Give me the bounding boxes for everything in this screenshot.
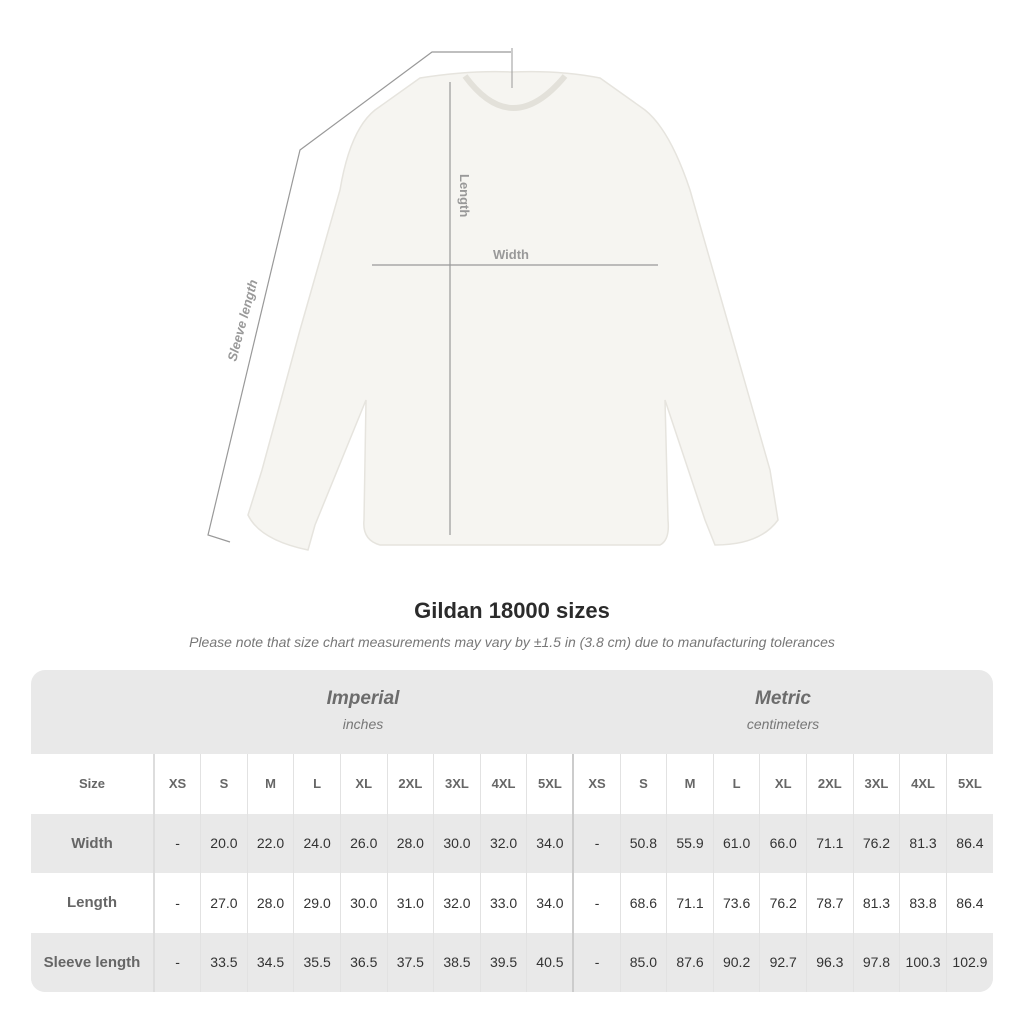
imperial-cell: 36.5: [339, 932, 388, 992]
size-header-cell: XS: [572, 754, 621, 814]
imperial-cell: 39.5: [479, 932, 527, 992]
length-label: Length: [457, 174, 472, 217]
imperial-title: Imperial: [326, 688, 400, 709]
imperial-cell: 32.0: [479, 813, 527, 873]
metric-cell: 61.0: [712, 813, 760, 873]
size-header-cell: M: [246, 754, 294, 814]
imperial-cell: -: [153, 813, 201, 873]
imperial-cell: 37.5: [386, 932, 434, 992]
metric-cell: -: [572, 873, 621, 933]
imperial-unit: inches: [342, 716, 384, 732]
size-table: Imperial inches Metric centimeters Size X…: [31, 670, 993, 992]
sweatshirt-image: [247, 70, 779, 551]
metric-cell: 71.1: [806, 813, 854, 873]
size-header-cell: 4XL: [479, 754, 527, 814]
imperial-cell: 26.0: [339, 813, 388, 873]
size-header-cell: XS: [153, 754, 201, 814]
size-grid: Size XS S M L XL 2XL 3XL 4XL 5XL XS S M L XL 2XL 3XL 4XL 5…: [31, 754, 993, 992]
size-header-cell: S: [619, 754, 667, 814]
metric-cell: 102.9: [945, 932, 993, 992]
size-header-cell: M: [666, 754, 714, 814]
metric-cell: 85.0: [619, 932, 667, 992]
sleeve-length-label: Sleeve length: [224, 278, 260, 363]
metric-cell: 90.2: [712, 932, 760, 992]
imperial-cell: 30.0: [339, 873, 388, 933]
imperial-cell: 29.0: [293, 873, 341, 933]
metric-cell: 97.8: [852, 932, 900, 992]
size-header-cell: 4XL: [899, 754, 947, 814]
size-header-cell: S: [200, 754, 248, 814]
imperial-cell: -: [153, 932, 201, 992]
metric-cell: 92.7: [759, 932, 807, 992]
imperial-cell: 32.0: [433, 873, 481, 933]
metric-cell: 71.1: [666, 873, 714, 933]
size-label: Size: [31, 754, 155, 814]
metric-cell: 68.6: [619, 873, 667, 933]
imperial-header: Imperial inches: [153, 670, 573, 754]
metric-cell: 76.2: [759, 873, 807, 933]
metric-header: Metric centimeters: [573, 670, 993, 754]
metric-title: Metric: [755, 688, 811, 709]
metric-cell: 73.6: [712, 873, 760, 933]
metric-cell: 78.7: [806, 873, 854, 933]
imperial-cell: 35.5: [293, 932, 341, 992]
row-label: Sleeve length: [31, 932, 155, 992]
metric-cell: 83.8: [899, 873, 947, 933]
size-header-row: Size XS S M L XL 2XL 3XL 4XL 5XL XS S M L XL 2XL 3XL 4XL 5…: [31, 754, 993, 814]
imperial-cell: 34.0: [526, 813, 574, 873]
tolerance-note: Please note that size chart measurements…: [189, 634, 835, 650]
metric-cell: 76.2: [852, 813, 900, 873]
row-label: Length: [31, 873, 155, 933]
row-label: Width: [31, 813, 155, 873]
sleeve-length-line: [207, 51, 511, 543]
imperial-cell: 30.0: [433, 813, 481, 873]
size-header-cell: 3XL: [433, 754, 481, 814]
size-header-cell: XL: [339, 754, 388, 814]
metric-cell: 50.8: [619, 813, 667, 873]
size-header-cell: 2XL: [806, 754, 854, 814]
table-row: Width -20.0 22.0 24.0 26.0 28.0 30.0 32.0 34.0-5…: [31, 813, 993, 873]
imperial-cell: 38.5: [433, 932, 481, 992]
imperial-cell: 34.5: [246, 932, 294, 992]
sweatshirt-diagram: Length Width Sleeve length: [207, 48, 779, 551]
size-header-cell: L: [712, 754, 760, 814]
metric-cell: -: [572, 932, 621, 992]
imperial-cell: 33.0: [479, 873, 527, 933]
metric-cell: 100.3: [899, 932, 947, 992]
imperial-cell: 24.0: [293, 813, 341, 873]
metric-cell: 86.4: [945, 813, 993, 873]
size-header-cell: 3XL: [852, 754, 900, 814]
imperial-cell: -: [153, 873, 201, 933]
width-label: Width: [493, 247, 529, 262]
table-row: Sleeve length -33.5 34.5 35.5 36.5 37.5 38.5 39…: [31, 932, 993, 992]
imperial-cell: 28.0: [246, 873, 294, 933]
size-header-cell: L: [293, 754, 341, 814]
imperial-cell: 33.5: [200, 932, 248, 992]
metric-cell: 96.3: [806, 932, 854, 992]
metric-cell: 86.4: [945, 873, 993, 933]
metric-cell: 81.3: [899, 813, 947, 873]
size-header-cell: XL: [759, 754, 807, 814]
table-row: Length -27.0 28.0 29.0 30.0 31.0 32.0 33.0 34.0-…: [31, 873, 993, 933]
metric-cell: 66.0: [759, 813, 807, 873]
imperial-cell: 28.0: [386, 813, 434, 873]
metric-cell: 55.9: [666, 813, 714, 873]
imperial-cell: 40.5: [526, 932, 574, 992]
imperial-cell: 22.0: [246, 813, 294, 873]
imperial-cell: 27.0: [200, 873, 248, 933]
size-header-cell: 2XL: [386, 754, 434, 814]
size-header-cell: 5XL: [526, 754, 574, 814]
size-header-cell: 5XL: [945, 754, 993, 814]
page-title: Gildan 18000 sizes: [414, 598, 610, 623]
imperial-cell: 20.0: [200, 813, 248, 873]
imperial-cell: 34.0: [526, 873, 574, 933]
metric-cell: -: [572, 813, 621, 873]
metric-unit: centimeters: [746, 716, 820, 732]
metric-cell: 87.6: [666, 932, 714, 992]
imperial-cell: 31.0: [386, 873, 434, 933]
metric-cell: 81.3: [852, 873, 900, 933]
collar: [462, 74, 568, 111]
